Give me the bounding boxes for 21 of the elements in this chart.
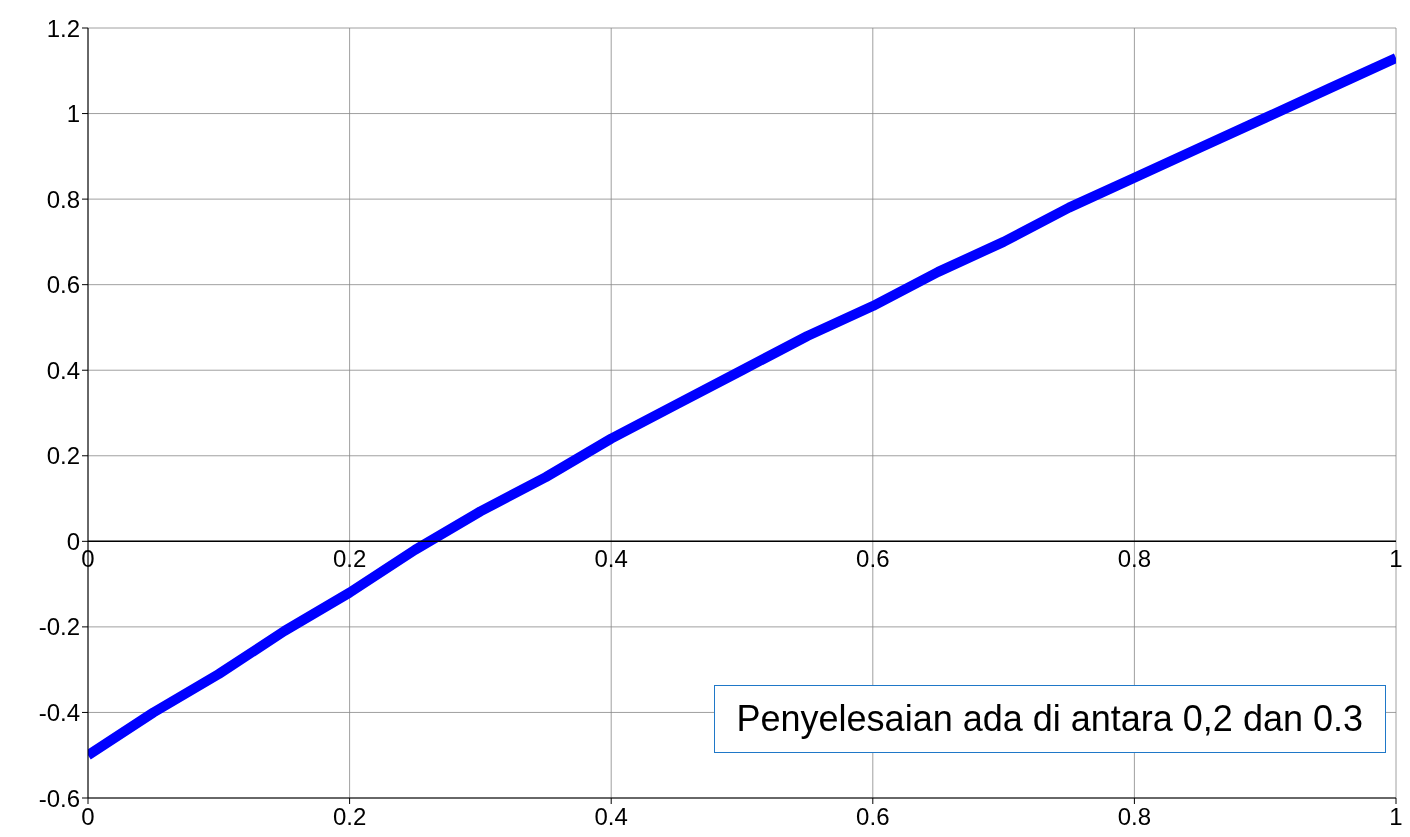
y-tick-label: 0.2 — [46, 442, 80, 470]
x2-tick-label: 0.6 — [856, 545, 890, 573]
y-tick-label: -0.6 — [38, 784, 80, 812]
x2-tick-label: 0.8 — [1117, 545, 1152, 573]
y-tick-label: -0.4 — [38, 698, 80, 726]
x2-tick-label: 0.4 — [594, 545, 628, 573]
y-tick-label: 0.8 — [46, 185, 80, 213]
x-tick-label: 0.4 — [594, 803, 628, 831]
x-tick-label: 0.6 — [856, 803, 890, 831]
x2-tick-label: 1 — [1389, 545, 1403, 573]
x-tick-label: 0.8 — [1117, 803, 1152, 831]
y-tick-label: 0.6 — [46, 271, 80, 299]
y-tick-label: 0.4 — [46, 356, 80, 384]
y-tick-label: 0 — [66, 527, 80, 555]
y-tick-label: 1.2 — [46, 14, 80, 42]
y-tick-label: 1 — [66, 100, 80, 128]
x-tick-label: 0.2 — [332, 803, 367, 831]
x-tick-label: 1 — [1389, 803, 1403, 831]
y-tick-label: -0.2 — [38, 613, 80, 641]
x2-tick-label: 0.2 — [332, 545, 367, 573]
annotation: Penyelesaian ada di antara 0,2 dan 0.3 — [713, 685, 1386, 753]
